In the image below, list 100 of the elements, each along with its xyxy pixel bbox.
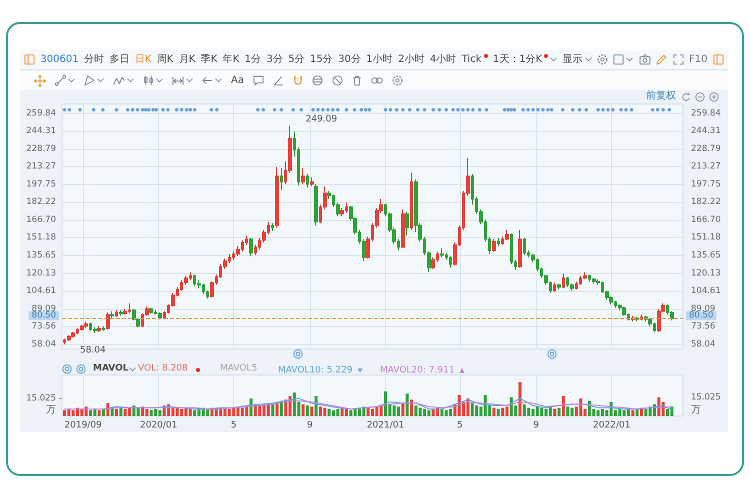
bar: [145, 408, 148, 416]
bar: [636, 408, 639, 416]
text: 15分: [310, 52, 333, 66]
bar: [98, 410, 101, 416]
text: 1分: [244, 52, 262, 66]
candlestick: [80, 324, 84, 332]
bar: [484, 394, 487, 416]
bar: [228, 408, 231, 416]
text: 30分: [338, 52, 361, 66]
bar: [432, 408, 435, 416]
text: 多日: [109, 52, 130, 66]
bar: [410, 400, 414, 416]
y2-tick-label: 197.75: [691, 179, 721, 190]
text: 5分: [288, 52, 305, 66]
bar: [206, 408, 210, 416]
bar: [80, 408, 84, 416]
bar: [558, 408, 561, 416]
bar: [67, 408, 70, 416]
candlestick: [562, 272, 565, 289]
bar: [631, 410, 634, 416]
y2-tick-label: 58.04: [691, 339, 716, 350]
candlestick: [306, 173, 309, 188]
candlestick: [405, 211, 409, 236]
bar: [245, 406, 248, 416]
bar: [302, 404, 305, 416]
bar: [501, 408, 504, 416]
text: 1天：1分K: [492, 52, 542, 66]
bar: [644, 408, 648, 416]
bar: [110, 408, 114, 416]
bar: [176, 408, 179, 416]
text: 3分: [266, 52, 283, 66]
y-tick-label: 166.70: [26, 214, 56, 225]
candlestick: [449, 256, 452, 268]
bar: [292, 392, 296, 416]
bar: [496, 408, 500, 416]
x-tick-label: 9: [307, 420, 314, 430]
bar: [566, 406, 570, 416]
y-tick-label: 259.84: [26, 108, 56, 118]
candlestick: [119, 310, 123, 316]
text: 4小时: [430, 52, 456, 66]
bar: [354, 408, 357, 416]
candlestick: [622, 306, 626, 316]
bar: [232, 408, 236, 416]
text: VOL: 8.208: [138, 364, 188, 374]
bar: [214, 408, 218, 416]
text: 季K: [200, 52, 218, 66]
bar: [380, 405, 383, 416]
bar: [666, 408, 670, 416]
candlestick: [110, 310, 114, 319]
candlestick: [310, 176, 314, 187]
bar: [475, 405, 478, 416]
y-tick-label: 104.61: [26, 286, 56, 296]
bar: [505, 406, 508, 416]
text: 年K: [222, 52, 240, 66]
bar: [72, 410, 75, 416]
x-tick-label: 2021/01: [366, 420, 404, 430]
bar: [449, 408, 452, 416]
y2-tick-label: 166.70: [691, 214, 721, 225]
text: Tick: [462, 52, 482, 66]
y-tick-label: 58.04: [32, 339, 56, 350]
y2-tick-label: 213.27: [691, 162, 721, 172]
bar: [93, 408, 96, 416]
bar: [336, 408, 340, 416]
bar: [89, 410, 92, 416]
text: 1小时: [366, 52, 393, 66]
y-tick-label: 228.79: [26, 144, 56, 154]
text: 前复权: [646, 90, 676, 102]
bar: [536, 406, 539, 416]
candlestick: [505, 229, 509, 241]
bar: [124, 408, 127, 416]
bar: [258, 405, 262, 416]
y2-tick-label: 151.18: [691, 232, 721, 243]
bar: [375, 406, 378, 416]
candlestick: [249, 237, 253, 257]
bar: [622, 410, 626, 416]
candlestick: [553, 282, 556, 292]
bar: [150, 410, 153, 416]
x-tick-label: 2022/01: [593, 420, 630, 430]
candlestick: [518, 229, 522, 268]
bar: [180, 408, 184, 416]
y2-tick-label: 73.56: [691, 322, 716, 332]
candlestick: [523, 237, 526, 256]
candlestick: [271, 222, 274, 232]
candlestick: [497, 237, 500, 246]
bar: [384, 391, 388, 416]
text: 300601: [40, 52, 79, 66]
y-tick-label: 15.025: [26, 393, 56, 404]
text: 周K: [156, 52, 174, 66]
text: F10: [689, 52, 708, 66]
bar: [366, 408, 370, 416]
x-tick-label: 2020/01: [140, 420, 178, 430]
candlestick: [301, 168, 305, 185]
bar: [553, 408, 556, 416]
candlestick: [102, 326, 105, 332]
y2-tick-label: 135.65: [691, 250, 721, 261]
bar: [193, 410, 196, 416]
bar: [271, 404, 274, 416]
text: 2小时: [398, 52, 424, 66]
x-tick-label: 9: [533, 420, 540, 430]
text: 日K: [134, 52, 152, 66]
